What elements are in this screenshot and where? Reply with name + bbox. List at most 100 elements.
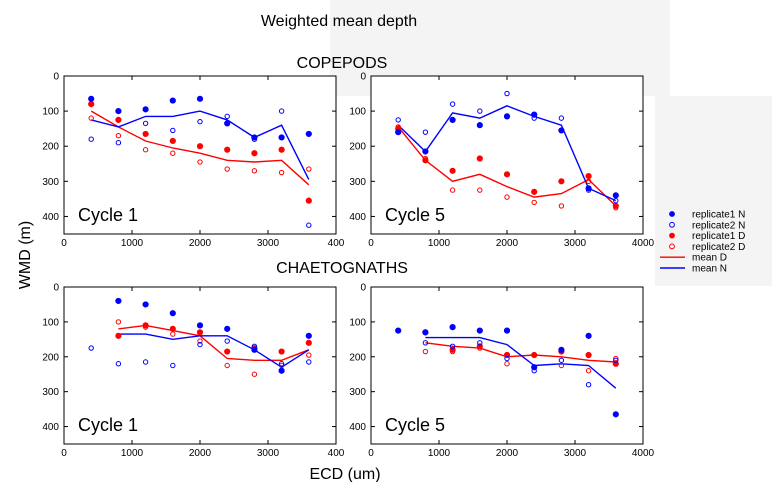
point-rep2D bbox=[224, 166, 230, 172]
point-rep2D bbox=[197, 159, 203, 165]
point-rep2D bbox=[224, 362, 230, 369]
point-rep1N bbox=[531, 364, 538, 371]
point-rep1D bbox=[278, 348, 285, 355]
point-rep2N bbox=[278, 361, 285, 367]
y-tick-label: 100 bbox=[349, 317, 366, 328]
point-rep1N bbox=[449, 324, 456, 331]
y-tick-label: 0 bbox=[360, 283, 366, 294]
point-rep2N bbox=[278, 108, 285, 114]
legend-item: replicate2 D bbox=[669, 242, 745, 253]
point-rep1D bbox=[305, 339, 312, 346]
point-rep2D bbox=[306, 352, 312, 358]
y-tick-label: 200 bbox=[42, 352, 59, 363]
cycle-label: Cycle 5 bbox=[385, 415, 445, 435]
point-rep2N bbox=[115, 140, 122, 146]
y-tick-label: 200 bbox=[349, 352, 366, 363]
x-tick-label: 1000 bbox=[428, 238, 451, 249]
legend-label: replicate1 N bbox=[692, 210, 745, 221]
y-tick-label: 400 bbox=[42, 422, 59, 433]
cycle-label: Cycle 5 bbox=[385, 205, 445, 225]
point-rep2D bbox=[142, 147, 149, 153]
x-tick-label: 4000 bbox=[632, 238, 655, 249]
point-rep1D bbox=[558, 178, 565, 185]
point-rep1N bbox=[115, 297, 122, 305]
point-rep1D bbox=[449, 167, 456, 174]
legend-label: replicate1 D bbox=[692, 231, 745, 242]
point-rep1N bbox=[251, 346, 258, 353]
point-rep1D bbox=[224, 348, 231, 355]
point-rep1N bbox=[449, 116, 456, 123]
series-line-meanN bbox=[397, 105, 617, 202]
point-rep2D bbox=[449, 187, 456, 193]
point-rep2D bbox=[251, 168, 258, 174]
x-tick-label: 4000 bbox=[632, 448, 655, 459]
point-rep1N bbox=[278, 134, 285, 141]
point-rep2N bbox=[477, 108, 483, 114]
point-rep1D bbox=[305, 197, 312, 204]
point-rep1N bbox=[142, 106, 149, 113]
series-line-meanD bbox=[397, 126, 617, 207]
point-rep1D bbox=[115, 332, 122, 339]
cycle-label: Cycle 1 bbox=[78, 205, 138, 225]
point-rep2D bbox=[504, 361, 510, 367]
point-rep1D bbox=[531, 188, 538, 195]
series-line-meanD bbox=[118, 324, 310, 361]
point-rep1N bbox=[224, 120, 231, 127]
x-tick-label: 3000 bbox=[257, 448, 280, 459]
point-rep2N bbox=[449, 343, 456, 350]
point-rep2D bbox=[558, 362, 565, 369]
y-tick-label: 400 bbox=[349, 422, 366, 433]
point-rep1N bbox=[558, 127, 565, 134]
point-rep1D bbox=[585, 351, 592, 359]
point-rep2D bbox=[170, 150, 176, 156]
legend-item: replicate1 D bbox=[669, 231, 745, 242]
legend-item: replicate2 N bbox=[669, 220, 745, 231]
point-rep2N bbox=[224, 113, 230, 120]
y-tick-label: 100 bbox=[42, 317, 59, 328]
y-tick-label: 300 bbox=[42, 387, 59, 398]
point-rep1N bbox=[224, 325, 231, 332]
legend-label: replicate2 D bbox=[692, 242, 745, 253]
x-tick-label: 2000 bbox=[189, 448, 212, 459]
point-rep2N bbox=[395, 117, 401, 123]
point-rep2N bbox=[449, 101, 456, 107]
point-rep1N bbox=[476, 327, 483, 334]
y-tick-label: 300 bbox=[349, 387, 366, 398]
group-label-chaetognaths: CHAETOGNATHS bbox=[276, 260, 408, 277]
background-band-side bbox=[655, 96, 772, 286]
y-tick-label: 200 bbox=[349, 142, 366, 153]
y-tick-label: 400 bbox=[42, 212, 59, 223]
point-rep2N bbox=[88, 345, 94, 351]
point-rep2D bbox=[558, 203, 565, 209]
point-rep1D bbox=[142, 130, 149, 138]
y-tick-label: 200 bbox=[42, 142, 59, 153]
point-rep1D bbox=[503, 171, 511, 178]
x-tick-label: 0 bbox=[368, 448, 374, 459]
group-label-copepods: COPEPODS bbox=[297, 55, 388, 72]
panel-4: 0 1000 2000 3000 4000 0 100 200 300 400 Cycle 5 bbox=[349, 283, 654, 460]
point-rep2N bbox=[197, 118, 203, 125]
x-tick-label: 3000 bbox=[257, 238, 280, 249]
x-tick-label: 3000 bbox=[564, 238, 587, 249]
y-tick-label: 0 bbox=[53, 72, 59, 83]
point-rep2D bbox=[197, 338, 203, 344]
point-rep2N bbox=[224, 338, 230, 344]
point-rep2D bbox=[251, 371, 258, 377]
y-tick-label: 100 bbox=[42, 107, 59, 118]
point-rep2N bbox=[422, 129, 429, 135]
point-rep2N bbox=[142, 120, 149, 127]
point-rep2N bbox=[88, 136, 94, 142]
series-line-meanN bbox=[425, 336, 617, 389]
point-rep2N bbox=[306, 359, 312, 365]
point-rep2N bbox=[197, 341, 203, 348]
legend-marker-swatch bbox=[669, 211, 675, 217]
point-rep1N bbox=[422, 329, 429, 336]
point-rep1D bbox=[585, 172, 592, 180]
legend-label: mean N bbox=[692, 264, 727, 275]
cycle-label: Cycle 1 bbox=[78, 415, 138, 435]
plot-area bbox=[63, 75, 337, 235]
point-rep2D bbox=[306, 166, 312, 172]
x-tick-label: 0 bbox=[368, 238, 374, 249]
